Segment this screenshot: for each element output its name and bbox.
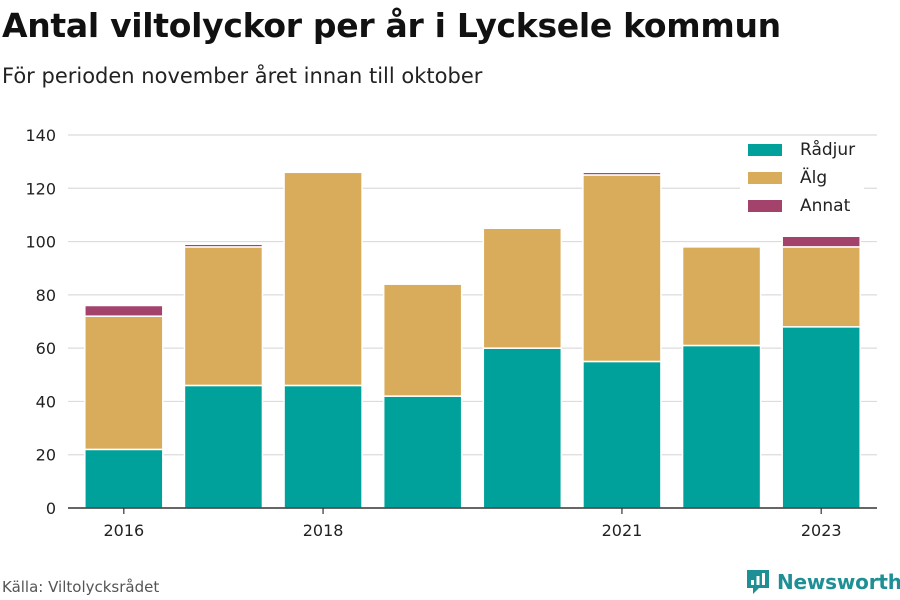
- bar-segment[interactable]: [283, 171, 363, 387]
- bar-segment[interactable]: [382, 283, 463, 397]
- bar-segment[interactable]: [84, 315, 164, 451]
- y-tick-label: 40: [36, 392, 56, 411]
- y-tick-label: 120: [25, 179, 56, 198]
- x-tick-label: 2018: [303, 521, 344, 540]
- bar-segment[interactable]: [283, 384, 363, 509]
- y-axis-tick-labels: 0 20 40 60 80 100 120 140: [25, 126, 56, 518]
- bar-segment[interactable]: [482, 347, 563, 509]
- legend-item-alg: Älg: [740, 164, 864, 192]
- bar-segment[interactable]: [183, 243, 264, 248]
- source-note: Källa: Viltolycksrådet: [2, 578, 160, 596]
- y-tick-label: 0: [46, 499, 56, 518]
- bar-segment[interactable]: [681, 344, 762, 509]
- legend-label-annat: Annat: [800, 196, 851, 216]
- bar-stack-2019[interactable]: [382, 283, 463, 509]
- y-tick-label: 60: [36, 339, 56, 358]
- y-tick-label: 100: [25, 233, 56, 252]
- bar-segment[interactable]: [582, 360, 662, 509]
- legend-label-radjur: Rådjur: [800, 140, 856, 160]
- legend-label-alg: Älg: [800, 168, 828, 188]
- chart-title: Antal viltolyckor per år i Lycksele komm…: [2, 6, 781, 45]
- legend-swatch-alg: [748, 172, 782, 184]
- bar-stacks: [84, 171, 861, 509]
- y-tick-label: 140: [25, 126, 56, 145]
- x-tick-label: 2023: [801, 521, 842, 540]
- y-tick-label: 20: [36, 446, 56, 465]
- bar-segment[interactable]: [183, 246, 264, 387]
- bar-segment[interactable]: [582, 174, 662, 363]
- bar-stack-2016[interactable]: [84, 304, 164, 509]
- y-tick-label: 80: [36, 286, 56, 305]
- bar-segment[interactable]: [183, 384, 264, 509]
- x-axis-tick-labels: 2016 2018 2021 2023: [103, 508, 842, 540]
- bar-stack-2021[interactable]: [582, 171, 662, 509]
- bar-segment[interactable]: [781, 326, 861, 509]
- x-tick-label: 2021: [602, 521, 643, 540]
- brand-name: Newsworthy: [777, 570, 900, 594]
- bar-segment[interactable]: [482, 227, 563, 349]
- bar-segment[interactable]: [681, 246, 762, 347]
- bar-stack-2023[interactable]: [781, 235, 861, 509]
- bar-segment[interactable]: [781, 246, 861, 328]
- legend-item-annat: Annat: [740, 192, 864, 220]
- brand-logo[interactable]: Newsworthy: [745, 568, 900, 596]
- chart-subtitle: För perioden november året innan till ok…: [2, 64, 483, 88]
- legend-swatch-annat: [748, 200, 782, 212]
- newsworthy-logo-icon: [747, 570, 769, 594]
- bar-segment[interactable]: [84, 304, 164, 317]
- x-tick-label: 2016: [103, 521, 144, 540]
- bar-segment[interactable]: [84, 448, 164, 509]
- legend: Rådjur Älg Annat: [740, 136, 864, 224]
- bar-segment[interactable]: [582, 171, 662, 176]
- bar-stack-2018[interactable]: [283, 171, 363, 509]
- bar-stack-2020[interactable]: [482, 227, 563, 509]
- bar-stack-2022[interactable]: [681, 246, 762, 509]
- bar-segment[interactable]: [781, 235, 861, 248]
- legend-item-radjur: Rådjur: [740, 136, 864, 164]
- legend-swatch-radjur: [748, 144, 782, 156]
- bar-segment[interactable]: [382, 395, 463, 509]
- bar-stack-2017[interactable]: [183, 243, 264, 509]
